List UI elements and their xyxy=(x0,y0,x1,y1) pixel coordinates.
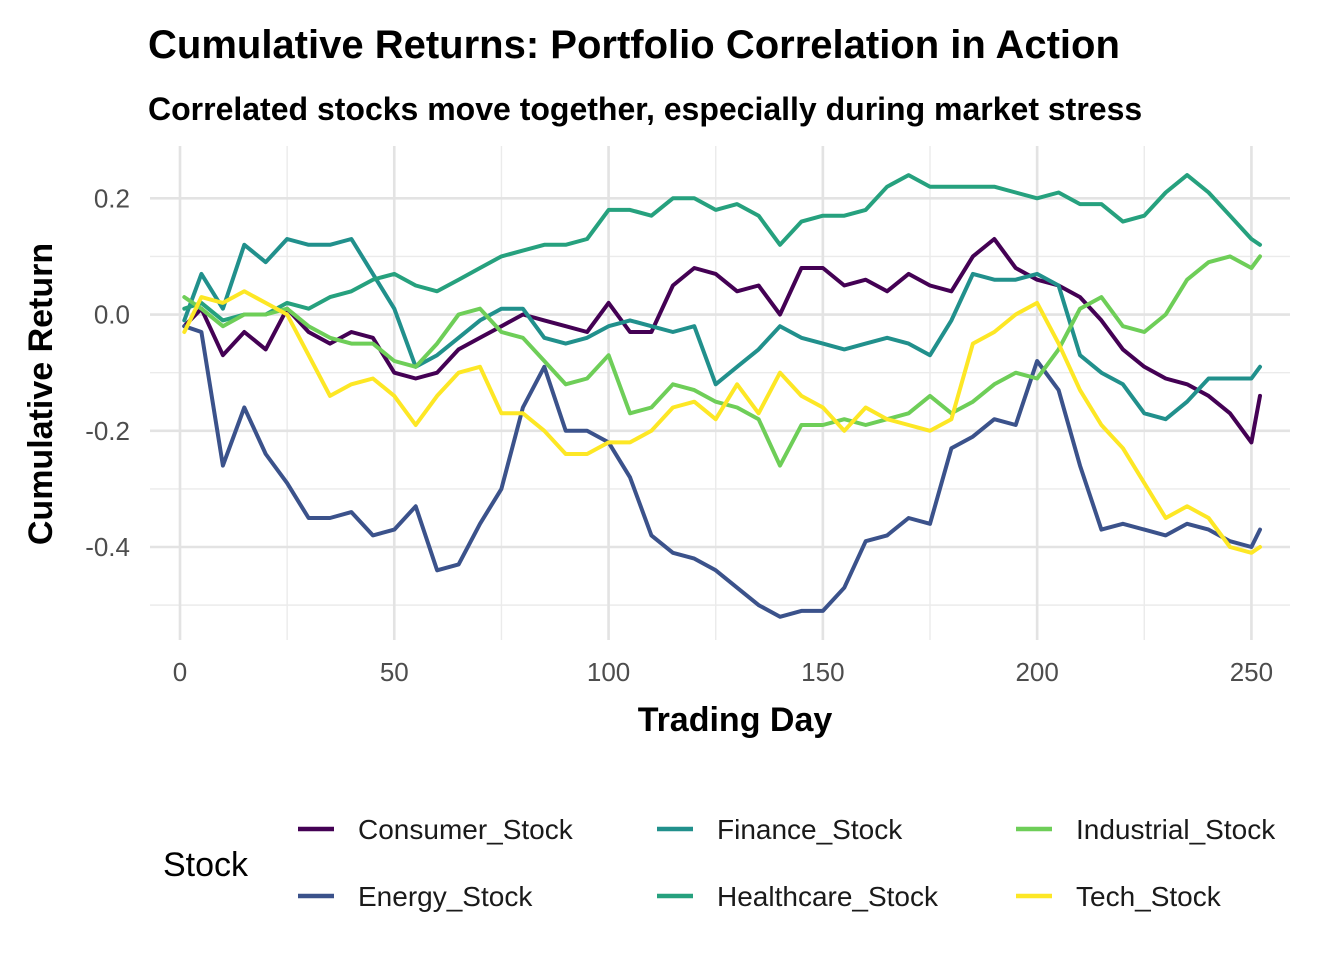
series-line-finance-stock xyxy=(182,237,1262,422)
series-line-consumer-stock xyxy=(182,237,1262,445)
legend: Consumer_Stock Energy_Stock Finance_Stock H… xyxy=(298,814,1276,912)
x-axis-title: Trading Day xyxy=(638,701,833,739)
grid-minor xyxy=(150,146,1290,640)
legend-item: Healthcare_Stock xyxy=(657,881,939,912)
legend-label: Industrial_Stock xyxy=(1076,814,1276,845)
grid-major xyxy=(150,146,1290,640)
legend-title: Stock xyxy=(163,846,249,884)
series-line-tech-stock xyxy=(182,289,1262,555)
legend-item: Consumer_Stock xyxy=(298,814,574,845)
y-tick-label: -0.4 xyxy=(85,532,130,562)
legend-label: Consumer_Stock xyxy=(358,814,574,845)
legend-item: Industrial_Stock xyxy=(1016,814,1276,845)
series-line-healthcare-stock xyxy=(182,173,1262,323)
x-tick-label: 150 xyxy=(801,657,844,687)
legend-label: Tech_Stock xyxy=(1076,881,1222,912)
y-tick-label: -0.2 xyxy=(85,416,130,446)
x-axis-ticks: 0 50 100 150 200 250 xyxy=(173,657,1273,687)
legend-item: Tech_Stock xyxy=(1016,881,1222,912)
y-axis-title: Cumulative Return xyxy=(22,243,60,545)
y-tick-label: 0.0 xyxy=(94,300,130,330)
x-tick-label: 100 xyxy=(587,657,630,687)
x-tick-label: 0 xyxy=(173,657,187,687)
y-tick-label: 0.2 xyxy=(94,183,130,213)
chart-subtitle: Correlated stocks move together, especia… xyxy=(148,91,1142,127)
x-tick-label: 50 xyxy=(380,657,409,687)
legend-label: Finance_Stock xyxy=(717,814,903,845)
x-tick-label: 200 xyxy=(1015,657,1058,687)
series-lines xyxy=(182,173,1262,619)
y-axis-ticks: -0.4 -0.2 0.0 0.2 xyxy=(85,183,130,562)
legend-label: Healthcare_Stock xyxy=(717,881,939,912)
legend-item: Energy_Stock xyxy=(298,881,533,912)
x-tick-label: 250 xyxy=(1230,657,1273,687)
series-line-industrial-stock xyxy=(182,254,1262,468)
legend-item: Finance_Stock xyxy=(657,814,903,845)
series-line-energy-stock xyxy=(182,324,1262,619)
chart-title: Cumulative Returns: Portfolio Correlatio… xyxy=(148,23,1120,67)
legend-label: Energy_Stock xyxy=(358,881,533,912)
